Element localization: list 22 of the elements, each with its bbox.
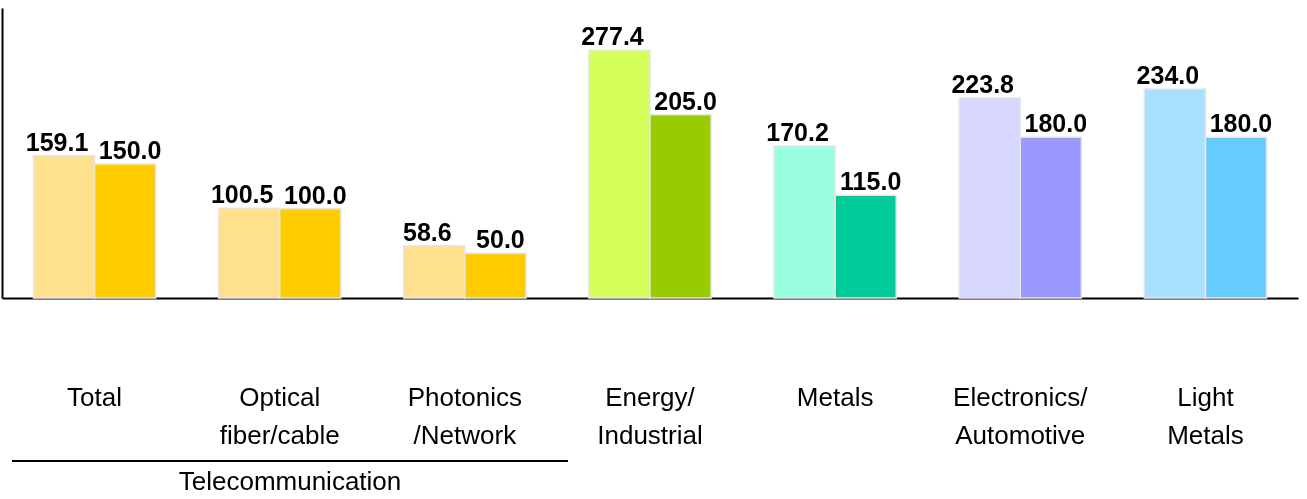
text: Telecommunication: [178, 466, 402, 496]
data-label: 100.0: [283, 180, 347, 209]
x-tick-label: Light Metals: [1167, 382, 1244, 450]
x-tick-label: Energy/ Industrial: [597, 382, 703, 450]
data-label: 58.6: [402, 217, 452, 246]
data-label: 100.5: [210, 180, 274, 209]
data-label: 277.4: [581, 22, 644, 51]
x-tick-label: Optical fiber/cable: [219, 382, 340, 450]
x-tick-label: Metals: [796, 382, 874, 412]
data-label: 170.2: [766, 117, 829, 146]
x-tick-label: Electronics/ Automotive: [953, 382, 1089, 450]
x-tick-label: Total: [67, 382, 123, 412]
data-label: 50.0: [476, 225, 525, 254]
data-label: 205.0: [654, 86, 717, 115]
x-tick-label: Photonics /Network: [407, 382, 522, 450]
data-label: 180.0: [1209, 109, 1273, 138]
data-label: 150.0: [98, 135, 162, 164]
data-label: 159.1: [25, 127, 89, 156]
data-label: 223.8: [951, 70, 1015, 99]
data-label: 180.0: [1024, 109, 1088, 138]
data-label: 234.0: [1136, 60, 1200, 89]
data-label: 115.0: [840, 167, 902, 196]
